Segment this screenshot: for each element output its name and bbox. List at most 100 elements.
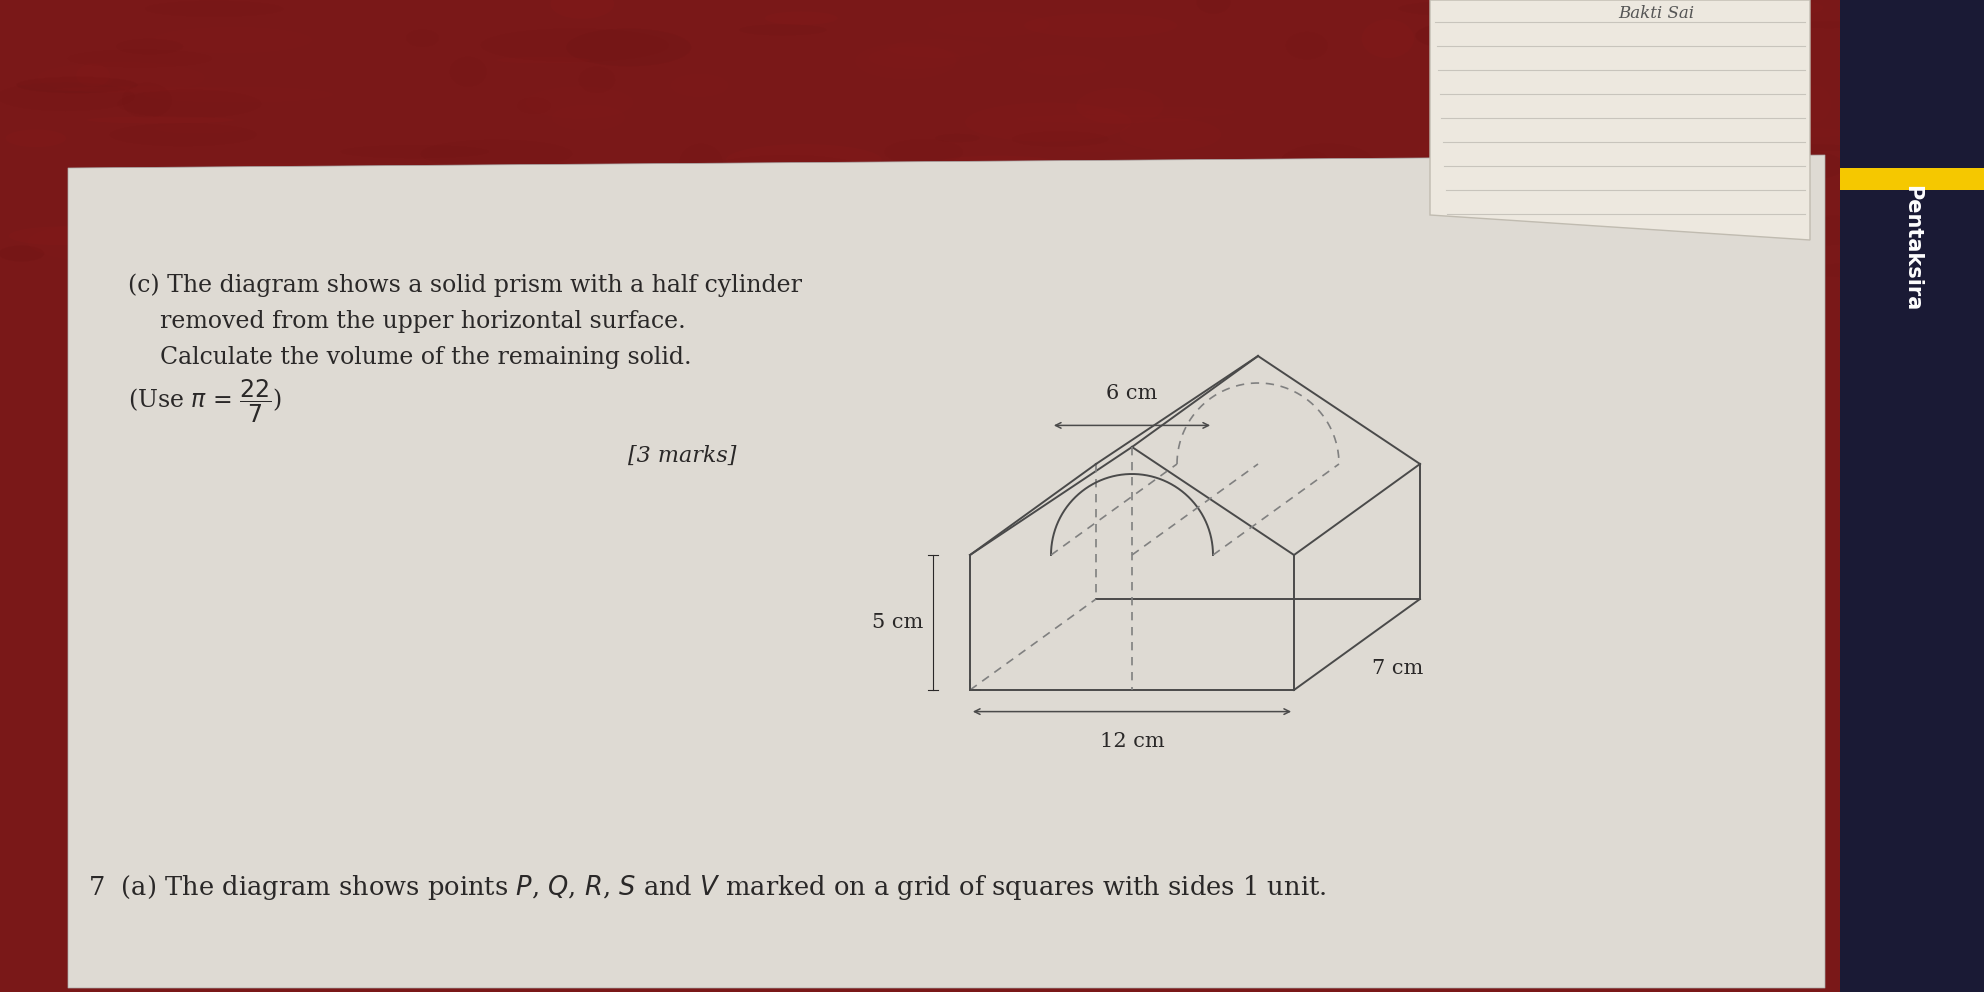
Ellipse shape bbox=[1667, 192, 1815, 222]
Ellipse shape bbox=[1736, 117, 1786, 147]
Ellipse shape bbox=[1419, 132, 1548, 171]
Ellipse shape bbox=[1018, 55, 1107, 76]
Ellipse shape bbox=[1415, 23, 1488, 49]
Ellipse shape bbox=[1798, 22, 1861, 28]
Ellipse shape bbox=[1383, 155, 1577, 173]
Ellipse shape bbox=[155, 124, 242, 134]
Ellipse shape bbox=[121, 267, 214, 286]
Ellipse shape bbox=[117, 89, 262, 118]
Text: Bakti Sai: Bakti Sai bbox=[1619, 5, 1694, 22]
Text: (c) The diagram shows a solid prism with a half cylinder: (c) The diagram shows a solid prism with… bbox=[129, 274, 802, 297]
Ellipse shape bbox=[1669, 144, 1867, 152]
Ellipse shape bbox=[579, 66, 615, 93]
Ellipse shape bbox=[54, 86, 228, 92]
Ellipse shape bbox=[1399, 0, 1575, 17]
Ellipse shape bbox=[1585, 93, 1674, 99]
Ellipse shape bbox=[567, 29, 690, 66]
Ellipse shape bbox=[1282, 150, 1327, 168]
Text: Pentaksira: Pentaksira bbox=[1903, 185, 1922, 311]
Ellipse shape bbox=[496, 57, 591, 63]
Ellipse shape bbox=[587, 272, 647, 277]
Ellipse shape bbox=[16, 76, 137, 93]
Ellipse shape bbox=[472, 174, 556, 197]
Ellipse shape bbox=[1024, 14, 1177, 38]
Text: 6 cm: 6 cm bbox=[1107, 384, 1159, 404]
Polygon shape bbox=[67, 155, 1825, 988]
Bar bbox=[1839, 168, 1984, 190]
Ellipse shape bbox=[407, 171, 450, 178]
Ellipse shape bbox=[934, 134, 980, 142]
Ellipse shape bbox=[1883, 52, 1984, 83]
Ellipse shape bbox=[1085, 106, 1234, 118]
Ellipse shape bbox=[1694, 0, 1823, 18]
Ellipse shape bbox=[1361, 19, 1415, 59]
Ellipse shape bbox=[1276, 103, 1466, 113]
Ellipse shape bbox=[6, 129, 65, 147]
Ellipse shape bbox=[480, 29, 669, 62]
Ellipse shape bbox=[1799, 85, 1831, 122]
Ellipse shape bbox=[8, 226, 115, 245]
Ellipse shape bbox=[28, 222, 196, 262]
Ellipse shape bbox=[143, 86, 333, 103]
Ellipse shape bbox=[929, 12, 1050, 37]
Ellipse shape bbox=[1651, 212, 1690, 218]
Ellipse shape bbox=[1075, 88, 1163, 124]
Ellipse shape bbox=[103, 240, 226, 251]
Ellipse shape bbox=[1030, 243, 1099, 275]
Ellipse shape bbox=[940, 156, 1054, 168]
Ellipse shape bbox=[550, 0, 615, 19]
Ellipse shape bbox=[190, 261, 323, 274]
Ellipse shape bbox=[764, 11, 837, 25]
Text: 5 cm: 5 cm bbox=[871, 613, 923, 632]
Ellipse shape bbox=[1581, 264, 1637, 290]
Ellipse shape bbox=[1627, 86, 1688, 93]
Ellipse shape bbox=[1863, 116, 1984, 145]
Text: removed from the upper horizontal surface.: removed from the upper horizontal surfac… bbox=[161, 310, 686, 333]
Ellipse shape bbox=[1081, 194, 1240, 212]
Text: Calculate the volume of the remaining solid.: Calculate the volume of the remaining so… bbox=[161, 346, 692, 369]
Ellipse shape bbox=[216, 163, 337, 176]
Ellipse shape bbox=[1119, 118, 1222, 151]
Ellipse shape bbox=[87, 116, 234, 123]
Ellipse shape bbox=[1196, 0, 1230, 14]
Ellipse shape bbox=[964, 102, 1131, 142]
Ellipse shape bbox=[0, 245, 44, 262]
Text: (Use $\pi$ = $\dfrac{22}{7}$): (Use $\pi$ = $\dfrac{22}{7}$) bbox=[129, 378, 282, 425]
Ellipse shape bbox=[1756, 151, 1845, 181]
Ellipse shape bbox=[407, 30, 438, 47]
Ellipse shape bbox=[1712, 38, 1790, 67]
Ellipse shape bbox=[1141, 245, 1178, 260]
Ellipse shape bbox=[421, 140, 571, 168]
Text: 7  (a) The diagram shows points $P$, $Q$, $R$, $S$ and $V$ marked on a grid of s: 7 (a) The diagram shows points $P$, $Q$,… bbox=[87, 873, 1327, 902]
Polygon shape bbox=[1430, 0, 1809, 240]
Ellipse shape bbox=[1065, 144, 1137, 153]
Text: [3 marks]: [3 marks] bbox=[629, 445, 736, 467]
Ellipse shape bbox=[117, 39, 183, 55]
Ellipse shape bbox=[67, 50, 212, 67]
Ellipse shape bbox=[0, 82, 135, 111]
Ellipse shape bbox=[1446, 0, 1520, 25]
Ellipse shape bbox=[887, 39, 992, 58]
Ellipse shape bbox=[970, 226, 1093, 251]
Ellipse shape bbox=[258, 204, 302, 244]
Ellipse shape bbox=[1117, 195, 1153, 235]
Ellipse shape bbox=[1712, 215, 1903, 245]
Ellipse shape bbox=[1742, 55, 1776, 92]
Ellipse shape bbox=[740, 25, 825, 36]
Ellipse shape bbox=[1036, 244, 1131, 283]
Ellipse shape bbox=[869, 47, 960, 69]
Text: 12 cm: 12 cm bbox=[1099, 732, 1165, 751]
Ellipse shape bbox=[75, 64, 109, 86]
Ellipse shape bbox=[1494, 122, 1692, 141]
Ellipse shape bbox=[1016, 114, 1200, 123]
Bar bbox=[1839, 0, 1984, 992]
Ellipse shape bbox=[145, 1, 284, 17]
Ellipse shape bbox=[246, 140, 393, 168]
Text: 7 cm: 7 cm bbox=[1373, 660, 1423, 679]
Ellipse shape bbox=[855, 44, 956, 79]
Ellipse shape bbox=[1563, 63, 1625, 94]
Ellipse shape bbox=[1754, 82, 1801, 95]
Ellipse shape bbox=[1280, 144, 1373, 182]
Ellipse shape bbox=[14, 65, 113, 91]
Ellipse shape bbox=[1913, 264, 1952, 295]
